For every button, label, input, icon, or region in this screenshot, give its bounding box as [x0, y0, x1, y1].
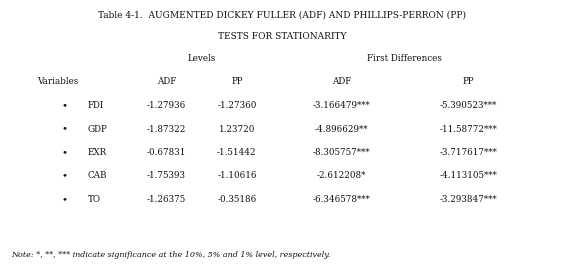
- Text: -0.35186: -0.35186: [217, 195, 257, 204]
- Text: •: •: [62, 171, 68, 180]
- Text: -1.75393: -1.75393: [147, 171, 186, 180]
- Text: •: •: [62, 148, 68, 157]
- Text: •: •: [62, 195, 68, 204]
- Text: -0.67831: -0.67831: [147, 148, 186, 157]
- Text: -1.51442: -1.51442: [217, 148, 257, 157]
- Text: EXR: EXR: [87, 148, 107, 157]
- Text: -8.305757***: -8.305757***: [312, 148, 370, 157]
- Text: •: •: [62, 125, 68, 134]
- Text: FDI: FDI: [87, 101, 104, 110]
- Text: PP: PP: [462, 77, 474, 86]
- Text: Variables: Variables: [37, 77, 78, 86]
- Text: -11.58772***: -11.58772***: [439, 125, 497, 134]
- Text: -2.612208*: -2.612208*: [316, 171, 366, 180]
- Text: Levels: Levels: [187, 54, 216, 63]
- Text: PP: PP: [231, 77, 243, 86]
- Text: -1.10616: -1.10616: [217, 171, 257, 180]
- Text: GDP: GDP: [87, 125, 107, 134]
- Text: -4.113105***: -4.113105***: [439, 171, 497, 180]
- Text: -1.27360: -1.27360: [217, 101, 257, 110]
- Text: -1.26375: -1.26375: [147, 195, 186, 204]
- Text: CAB: CAB: [87, 171, 107, 180]
- Text: -4.896629**: -4.896629**: [315, 125, 368, 134]
- Text: -3.166479***: -3.166479***: [312, 101, 370, 110]
- Text: TO: TO: [87, 195, 100, 204]
- Text: -1.87322: -1.87322: [147, 125, 186, 134]
- Text: -6.346578***: -6.346578***: [312, 195, 370, 204]
- Text: ADF: ADF: [332, 77, 351, 86]
- Text: -1.27936: -1.27936: [147, 101, 186, 110]
- Text: -5.390523***: -5.390523***: [439, 101, 497, 110]
- Text: •: •: [62, 101, 68, 110]
- Text: -3.717617***: -3.717617***: [439, 148, 497, 157]
- Text: 1.23720: 1.23720: [219, 125, 255, 134]
- Text: TESTS FOR STATIONARITY: TESTS FOR STATIONARITY: [218, 32, 346, 41]
- Text: -3.293847***: -3.293847***: [439, 195, 497, 204]
- Text: Table 4-1.  AUGMENTED DICKEY FULLER (ADF) AND PHILLIPS-PERRON (PP): Table 4-1. AUGMENTED DICKEY FULLER (ADF)…: [98, 11, 466, 20]
- Text: First Differences: First Differences: [367, 54, 442, 63]
- Text: Note: *, **, *** indicate significance at the 10%, 5% and 1% level, respectively: Note: *, **, *** indicate significance a…: [11, 251, 331, 259]
- Text: ADF: ADF: [157, 77, 176, 86]
